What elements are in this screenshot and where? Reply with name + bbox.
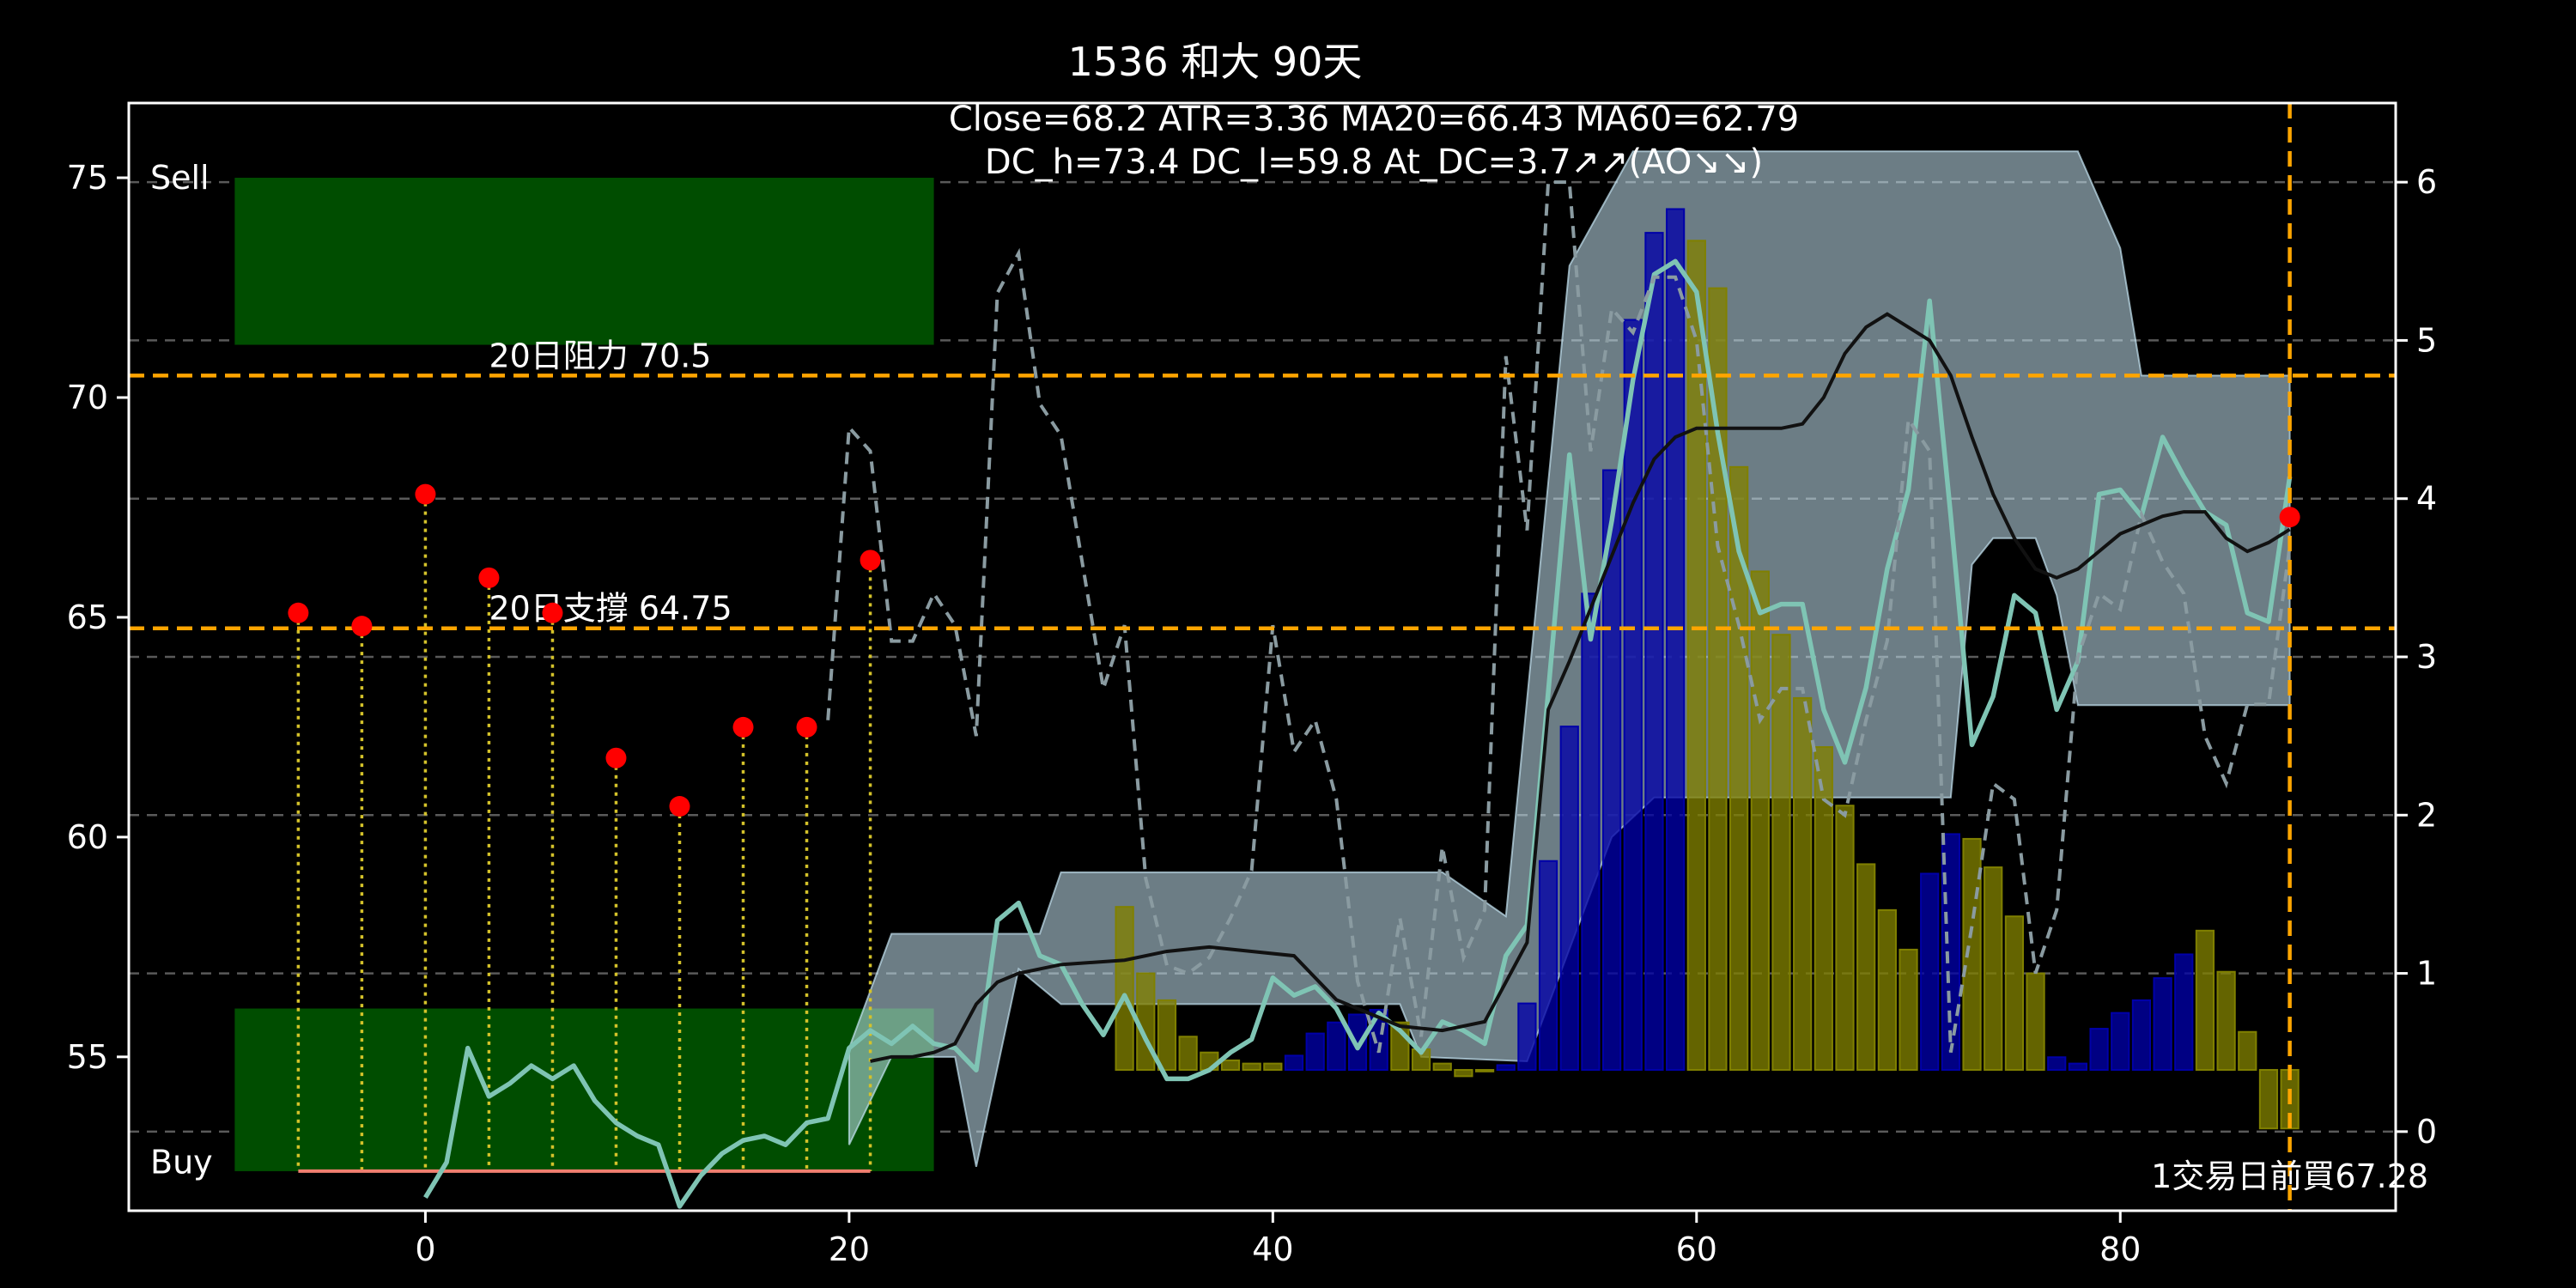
histogram-bar: [2047, 1056, 2067, 1071]
signal-points: [288, 483, 2300, 817]
signal-point: [288, 602, 309, 623]
histogram-bar: [2258, 1068, 2279, 1130]
histogram-bar: [2068, 1062, 2088, 1071]
y-left-tick-label: 75: [67, 159, 108, 197]
teal-line: [423, 258, 2293, 1209]
signal-point: [669, 796, 690, 817]
y-left-tick-label: 60: [67, 818, 108, 856]
signal-point: [732, 716, 754, 738]
right-y-axis: 0 1 2 3 4 5 6: [2396, 163, 2437, 1151]
histogram-bar: [1496, 1064, 1516, 1071]
signal-point: [860, 550, 881, 571]
histogram-bar: [1559, 726, 1579, 1071]
histogram-bar: [2089, 1028, 2109, 1071]
histogram-bar: [2174, 953, 2194, 1071]
histogram-bar: [1327, 1021, 1346, 1071]
signal-point: [796, 716, 817, 738]
histogram-bar: [1729, 465, 1749, 1071]
x-axis: 0 20 40 60 80: [415, 1211, 2141, 1268]
histogram-bar: [1984, 866, 2003, 1071]
histogram-bar: [2238, 1030, 2257, 1071]
histogram-bar: [1538, 860, 1558, 1071]
series-lines: [423, 180, 2293, 1209]
x-tick-label: 40: [1252, 1230, 1293, 1268]
signal-point: [415, 483, 436, 505]
histogram-bar: [1856, 863, 1876, 1071]
reference-lines: 20日阻力 70.5 20日支撐 64.75: [129, 103, 2396, 1211]
histogram-bar: [1708, 287, 1728, 1071]
histogram-bar: [1220, 1059, 1241, 1071]
left-y-axis: 55 60 65 70 75: [67, 159, 129, 1076]
histogram-bar: [1686, 240, 1706, 1071]
histogram-bar: [1454, 1068, 1473, 1078]
histogram-bar: [2153, 977, 2172, 1071]
x-tick-label: 60: [1676, 1230, 1717, 1268]
buy-note: 1交易日前買67.28: [2151, 1157, 2428, 1195]
x-tick-label: 80: [2099, 1230, 2141, 1268]
histogram-bar: [1581, 592, 1601, 1071]
histogram-bar: [1920, 872, 1940, 1071]
x-tick-label: 20: [829, 1230, 870, 1268]
sell-zone-label: Sell: [150, 159, 210, 197]
y-right-tick-label: 1: [2416, 955, 2437, 993]
y-right-tick-label: 6: [2416, 163, 2437, 201]
histogram-bar: [1242, 1062, 1261, 1071]
chart-subtitle-line1: Close=68.2 ATR=3.36 MA20=66.43 MA60=62.7…: [949, 100, 1799, 139]
ma-line: [870, 312, 2291, 1063]
histogram-bar: [1517, 1002, 1537, 1071]
signal-point: [542, 602, 563, 623]
chart-title: 1536 和大 90天: [1068, 39, 1363, 85]
buy-zone-label: Buy: [150, 1144, 213, 1182]
y-left-tick-label: 55: [67, 1038, 108, 1076]
histogram-bar: [1623, 319, 1643, 1071]
support-label: 20日支撐 64.75: [489, 590, 732, 628]
y-left-tick-label: 70: [67, 379, 108, 416]
annotations: 1交易日前買67.28: [2151, 1157, 2428, 1195]
histogram-bar: [1750, 570, 1770, 1071]
histogram-bar: [1284, 1054, 1304, 1071]
zones: Sell Buy: [150, 159, 934, 1182]
histogram-bar: [1474, 1068, 1495, 1072]
histogram-bar: [2216, 970, 2236, 1071]
signal-point: [605, 747, 627, 769]
y-right-tick-label: 0: [2416, 1113, 2437, 1151]
histogram-bar: [1157, 999, 1177, 1071]
buy-zone: [234, 1008, 934, 1171]
sell-zone: [234, 178, 934, 345]
chart-subtitle-line2: DC_h=73.4 DC_l=59.8 At_DC=3.7↗↗(AO↘↘): [985, 143, 1763, 182]
histogram-bar: [1814, 746, 1833, 1071]
histogram-bar: [1115, 906, 1134, 1071]
histogram-bar: [1899, 948, 1918, 1071]
histogram-bar: [1432, 1062, 1452, 1071]
resistance-label: 20日阻力 70.5: [489, 337, 711, 374]
y-right-tick-label: 5: [2416, 321, 2437, 359]
histogram-bar: [1793, 696, 1813, 1071]
histogram-bar: [2026, 972, 2045, 1071]
histogram: [1115, 208, 2300, 1130]
histogram-bar: [1644, 232, 1664, 1071]
histogram-bar: [1601, 469, 1622, 1071]
y-right-tick-label: 2: [2416, 796, 2437, 834]
y-right-tick-label: 3: [2416, 638, 2437, 676]
last-buy-point: [2279, 507, 2300, 528]
histogram-bar: [2111, 1012, 2130, 1071]
histogram-bar: [1666, 208, 1686, 1071]
y-right-tick-label: 4: [2416, 480, 2437, 518]
histogram-bar: [1305, 1032, 1325, 1071]
signal-point: [478, 567, 500, 588]
histogram-bar: [1835, 805, 1855, 1071]
y-left-tick-label: 65: [67, 598, 108, 636]
histogram-bar: [1347, 1013, 1368, 1071]
histogram-bar: [1263, 1062, 1283, 1071]
histogram-bar: [2004, 915, 2025, 1071]
histogram-bar: [2195, 929, 2215, 1071]
histogram-bar: [2131, 999, 2152, 1071]
histogram-bar: [1178, 1036, 1198, 1071]
x-tick-label: 0: [415, 1230, 435, 1268]
histogram-bar: [1877, 908, 1897, 1071]
dashed-line: [826, 180, 2292, 1054]
histogram-bar: [1771, 634, 1791, 1071]
signal-point: [351, 616, 373, 637]
